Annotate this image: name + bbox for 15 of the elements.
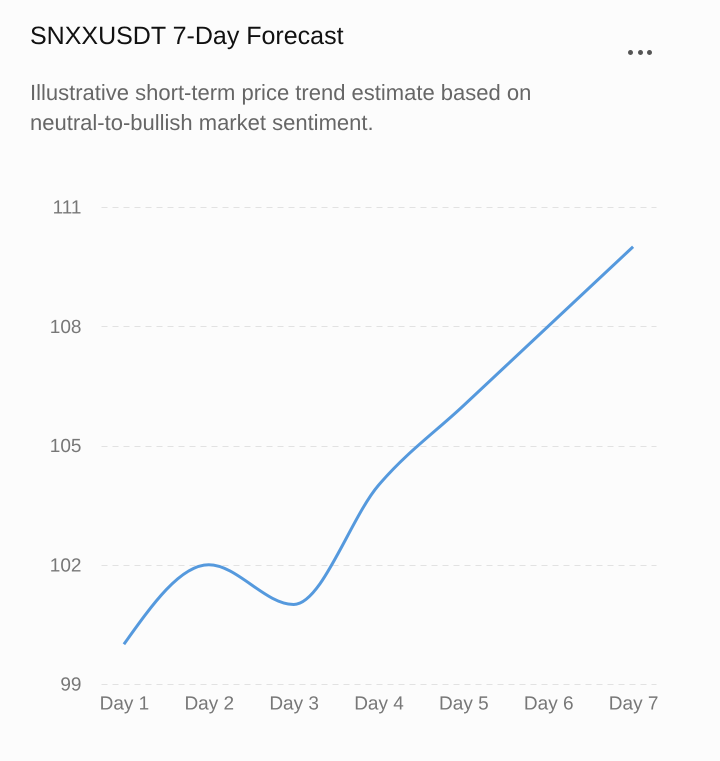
y-tick-label: 108 — [50, 316, 82, 338]
x-tick-label: Day 6 — [524, 694, 574, 714]
chart-subtitle: Illustrative short-term price trend estimate based on neutral-to-bullish market sentiment. — [30, 79, 532, 137]
y-tick-label: 102 — [50, 555, 82, 576]
x-tick-label: Day 2 — [184, 694, 234, 714]
x-tick-label: Day 5 — [439, 694, 489, 714]
x-tick-label: Day 1 — [100, 694, 150, 714]
y-tick-label: 111 — [52, 198, 82, 218]
line-series — [122, 245, 635, 646]
chart-title: SNXXUSDT 7-Day Forecast — [30, 22, 344, 51]
y-tick-label: 99 — [60, 674, 82, 696]
y-tick-label: 105 — [50, 436, 82, 457]
x-tick-label: Day 7 — [608, 694, 658, 714]
x-tick-label: Day 3 — [269, 694, 319, 714]
x-tick-label: Day 4 — [354, 694, 404, 714]
